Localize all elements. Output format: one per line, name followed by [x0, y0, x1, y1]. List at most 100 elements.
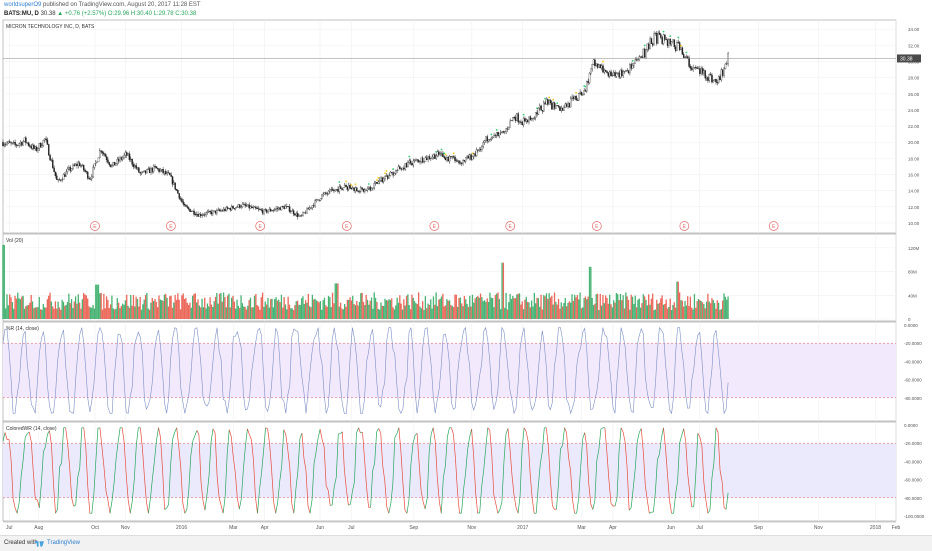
- volume-bar: [524, 300, 525, 319]
- candle-body: [585, 90, 586, 91]
- volume-bar: [300, 305, 301, 319]
- candle-body: [566, 104, 567, 107]
- candle-body: [107, 160, 108, 163]
- volume-bar: [187, 303, 188, 319]
- y-tick-label: 0.0000: [904, 423, 918, 428]
- candle-body: [655, 33, 656, 34]
- volume-bar: [701, 301, 702, 319]
- colored-wr-segment: [268, 429, 270, 444]
- candle-body: [512, 117, 513, 120]
- colored-wr-segment: [49, 431, 51, 445]
- candle-body: [656, 33, 657, 43]
- volume-bar: [281, 295, 282, 319]
- candle-body: [164, 171, 165, 173]
- volume-bar: [313, 299, 314, 319]
- colored-wr-segment: [183, 502, 185, 513]
- candle-body: [251, 207, 252, 208]
- volume-bar: [651, 299, 652, 319]
- candle-body: [390, 172, 391, 175]
- candle-body: [25, 138, 26, 143]
- volume-bar: [449, 300, 450, 319]
- y-tick-label: -20.0000: [904, 341, 922, 346]
- volume-bar: [235, 309, 236, 319]
- candle-body: [600, 65, 601, 68]
- volume-bar: [341, 309, 342, 319]
- candle-body: [581, 92, 582, 95]
- volume-bar: [31, 295, 32, 319]
- volume-bar: [652, 294, 653, 319]
- volume-bar: [550, 297, 551, 319]
- candle-body: [23, 141, 24, 145]
- colored-wr-segment: [649, 512, 651, 513]
- volume-bar: [71, 299, 72, 319]
- colored-wr-segment: [330, 505, 332, 506]
- candle-body: [698, 69, 699, 70]
- volume-bar: [534, 293, 535, 319]
- candle-body: [648, 44, 649, 49]
- candle-body: [115, 163, 116, 165]
- volume-bar: [172, 308, 173, 319]
- volume-bar: [508, 302, 509, 319]
- candle-body: [187, 206, 188, 207]
- candle-body: [682, 48, 683, 55]
- candle-body: [130, 159, 131, 160]
- colored-wr-segment: [203, 501, 205, 511]
- volume-bar: [78, 294, 79, 319]
- candle-body: [597, 64, 598, 68]
- candle-body: [231, 206, 232, 210]
- candle-body: [313, 205, 314, 206]
- candle-body: [623, 72, 624, 76]
- volume-bar: [558, 299, 559, 319]
- volume-bar: [526, 297, 527, 319]
- volume-bar: [129, 308, 130, 319]
- candle-body: [651, 39, 652, 44]
- candle-body: [32, 145, 33, 148]
- volume-bar: [379, 310, 380, 319]
- colored-wr-segment: [379, 428, 381, 432]
- volume-bar: [185, 298, 186, 319]
- volume-bar: [702, 302, 703, 319]
- volume-bar: [298, 305, 299, 319]
- colored-wr-segment: [211, 429, 213, 442]
- candle-body: [570, 98, 571, 107]
- candle-body: [684, 57, 685, 58]
- volume-bar: [479, 298, 480, 319]
- y-tick-label: -80.0000: [904, 496, 922, 501]
- candle-body: [103, 153, 104, 154]
- candle-body: [449, 156, 450, 161]
- volume-bar: [448, 301, 449, 319]
- candle-body: [571, 97, 572, 98]
- candle-body: [695, 67, 696, 68]
- x-tick-label: Sep: [409, 525, 418, 531]
- volume-bar: [403, 299, 404, 319]
- volume-bar: [637, 300, 638, 319]
- candle-body: [631, 64, 632, 68]
- candle-body: [58, 180, 59, 181]
- candle-body: [672, 40, 673, 42]
- colored-wr-segment: [130, 501, 132, 513]
- volume-bar: [109, 308, 110, 319]
- candle-body: [270, 209, 271, 211]
- volume-bar: [631, 295, 632, 319]
- candle-body: [518, 114, 519, 122]
- x-tick-label: Apr: [609, 525, 617, 531]
- candle-body: [442, 154, 443, 157]
- volume-bar: [193, 294, 194, 319]
- volume-bar: [668, 307, 669, 319]
- colored-wr-segment: [110, 500, 112, 513]
- colored-wr-segment: [621, 428, 623, 432]
- colored-wr-segment: [167, 505, 169, 509]
- candle-body: [481, 146, 482, 150]
- colored-wr-segment: [708, 510, 710, 513]
- candle-body: [619, 73, 620, 77]
- candle-body: [446, 157, 447, 160]
- candle-body: [21, 142, 22, 145]
- candle-body: [285, 206, 286, 208]
- volume-bar: [499, 299, 500, 319]
- footer-brand-text[interactable]: TradingView: [47, 540, 80, 546]
- candle-body: [706, 77, 707, 78]
- volume-bar: [567, 303, 568, 319]
- volume-bar: [75, 296, 76, 319]
- candle-body: [298, 216, 299, 217]
